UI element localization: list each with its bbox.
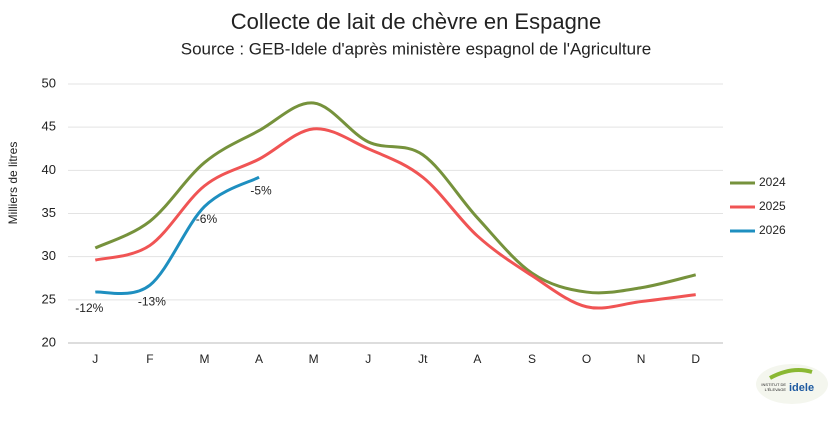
logo: INSTITUT DE L'ÉLEVAGE idele [756,364,828,404]
data-label: -12% [75,301,103,315]
data-label: -5% [250,183,272,197]
logo-brand: idele [789,382,814,394]
x-tick-label: A [255,352,263,366]
data-label: -6% [196,212,218,226]
legend-label: 2026 [759,223,786,237]
x-tick-label: Jt [418,352,428,366]
logo-swoosh [769,368,813,380]
x-tick-label: J [365,352,371,366]
x-tick-label: S [528,352,536,366]
series-line [95,175,260,296]
y-tick-label: 50 [42,75,56,90]
y-tick-label: 30 [42,248,56,263]
legend-label: 2024 [759,175,786,189]
x-tick-label: F [146,352,153,366]
x-tick-label: A [473,352,481,366]
y-axis-label: Milliers de litres [6,142,20,225]
series-line [94,127,696,310]
y-tick-label: 20 [42,334,56,349]
x-tick-label: O [582,352,591,366]
chart-title: Collecte de lait de chèvre en Espagne [231,9,602,34]
logo-text: INSTITUT DE [761,382,786,387]
chart-subtitle: Source : GEB-Idele d'après ministère esp… [181,39,651,58]
x-tick-label: M [199,352,209,366]
x-tick-label: N [637,352,646,366]
y-tick-label: 25 [42,291,56,306]
y-tick-label: 40 [42,162,56,177]
y-tick-label: 35 [42,205,56,220]
data-label: -13% [138,294,166,308]
logo-text: L'ÉLEVAGE [765,387,787,392]
x-tick-label: D [691,352,700,366]
x-tick-label: J [92,352,98,366]
x-tick-label: M [309,352,319,366]
y-tick-label: 45 [42,119,56,134]
legend-label: 2025 [759,199,786,213]
series-line [94,101,697,295]
